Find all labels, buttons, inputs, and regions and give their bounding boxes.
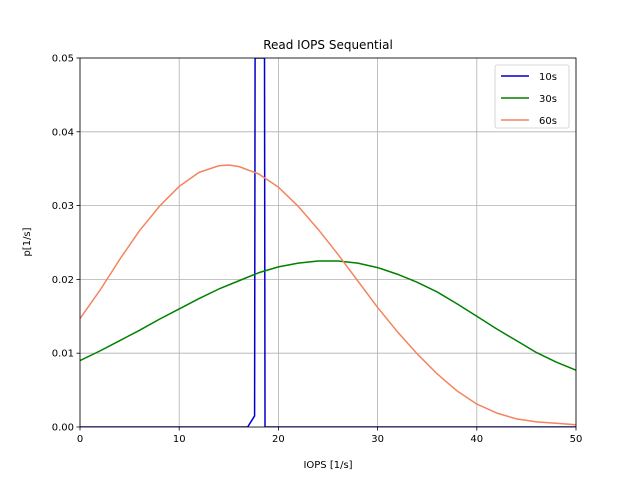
y-tick-label: 0.02 [52, 275, 74, 286]
series-line-60s [80, 164, 576, 426]
x-tick-label: 0 [77, 434, 83, 445]
grid [79, 57, 577, 428]
y-tick-label: 0.00 [52, 423, 74, 434]
legend-label-60s: 60s [539, 116, 557, 127]
legend-box [494, 64, 570, 129]
y-tick-label: 0.03 [52, 201, 74, 212]
x-tick-label: 30 [371, 434, 384, 445]
series-line-30s [80, 260, 576, 371]
y-tick-label: 0.04 [52, 127, 74, 138]
y-axis-label: p[1/s] [22, 227, 33, 256]
x-tick-label: 20 [272, 434, 285, 445]
x-axis-label: IOPS [1/s] [303, 460, 352, 471]
series-line-10s [80, 58, 576, 427]
legend-label-10s: 10s [539, 72, 557, 83]
y-tick-label: 0.01 [52, 349, 74, 360]
legend: 10s 30s 60s [494, 64, 570, 129]
axis-ticks: 0 10 20 30 40 50 0.00 0.01 0.02 0.03 0.04 0.05 [52, 54, 583, 446]
chart-title: Read IOPS Sequential [263, 38, 393, 52]
x-tick-label: 10 [173, 434, 186, 445]
y-tick-label: 0.05 [52, 54, 74, 65]
legend-label-30s: 30s [539, 94, 557, 105]
x-tick-label: 50 [570, 434, 583, 445]
plot-series [80, 58, 576, 427]
x-tick-label: 40 [470, 434, 483, 445]
plot-frame [79, 57, 577, 428]
